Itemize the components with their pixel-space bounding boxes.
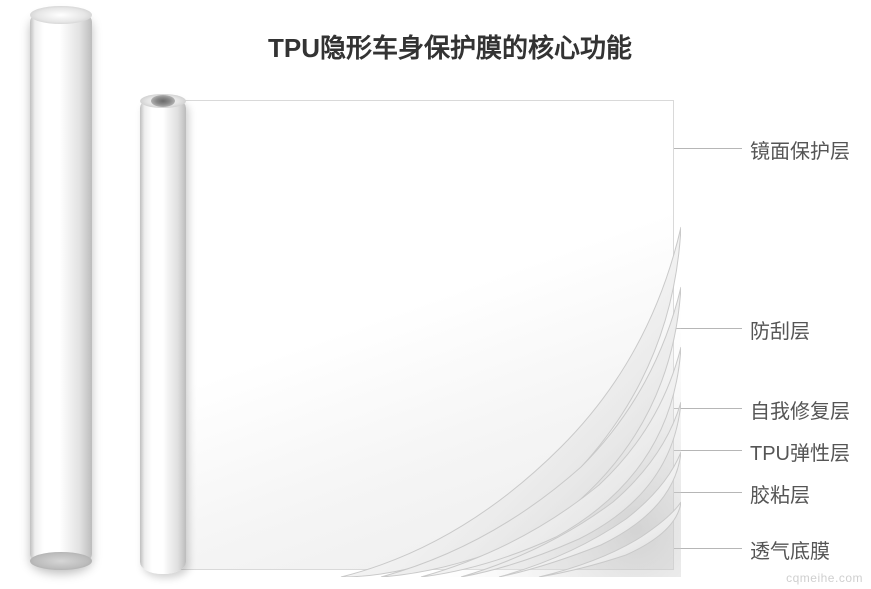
film-roll-right xyxy=(140,96,186,574)
layer-label-tpu: TPU弹性层 xyxy=(750,437,850,466)
film-assembly xyxy=(140,96,680,576)
watermark: cqmeihe.com xyxy=(786,571,863,585)
layer-label-scratch: 防刮层 xyxy=(750,315,810,344)
layer-label-mirror: 镜面保护层 xyxy=(750,135,850,164)
diagram-title: TPU隐形车身保护膜的核心功能 xyxy=(170,28,730,65)
film-roll-left xyxy=(30,8,92,568)
layer-label-glue: 胶粘层 xyxy=(750,479,810,508)
diagram-stage: TPU隐形车身保护膜的核心功能 xyxy=(0,0,871,589)
peel-layers xyxy=(321,217,681,577)
layer-label-heal: 自我修复层 xyxy=(750,395,850,424)
roll-core xyxy=(151,95,175,107)
layer-label-base: 透气底膜 xyxy=(750,535,830,564)
